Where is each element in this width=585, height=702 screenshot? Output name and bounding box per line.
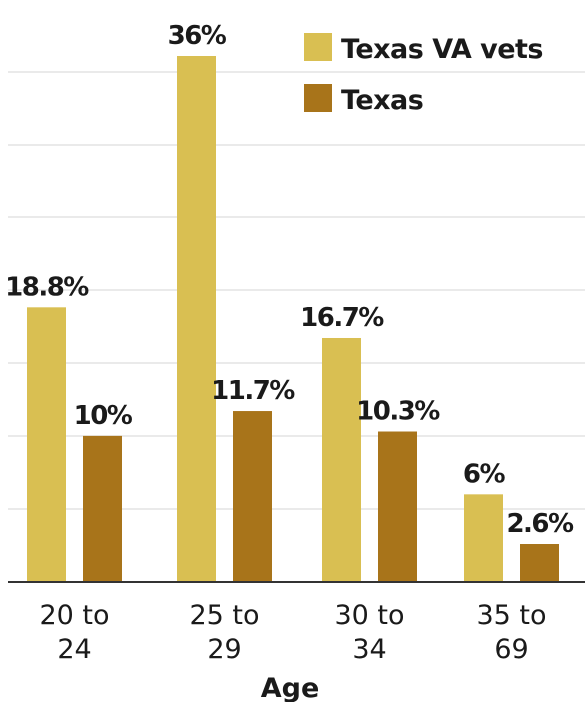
data-label: 10.3% xyxy=(356,397,440,427)
data-label: 10% xyxy=(74,401,133,431)
bar-texas-2 xyxy=(378,431,417,582)
x-tick-label: 29 xyxy=(207,634,241,665)
bar-va-vets-1 xyxy=(177,56,216,582)
data-label: 36% xyxy=(168,21,227,51)
bars xyxy=(27,56,559,582)
bar-va-vets-0 xyxy=(27,307,66,582)
data-labels: 18.8% 36% 16.7% 6% 10% 11.7% 10.3% 2.6% xyxy=(5,21,575,539)
x-tick-label: 34 xyxy=(352,634,386,665)
data-label: 2.6% xyxy=(506,509,574,539)
x-tick-label: 20 to xyxy=(39,600,109,631)
bar-texas-0 xyxy=(83,435,122,582)
x-tick-label: 25 to xyxy=(189,600,259,631)
data-label: 18.8% xyxy=(5,272,89,302)
data-label: 11.7% xyxy=(211,376,295,406)
bar-texas-3 xyxy=(520,544,559,582)
legend-swatch xyxy=(304,84,332,112)
x-tick-label: 24 xyxy=(57,634,91,665)
legend-swatch xyxy=(304,33,332,61)
x-tick-label: 30 to xyxy=(334,600,404,631)
x-tick-label: 35 to xyxy=(476,600,546,631)
legend: Texas VA vets Texas xyxy=(304,33,544,116)
x-tick-label: 69 xyxy=(494,634,528,665)
x-axis-title: Age xyxy=(261,673,320,702)
bar-va-vets-2 xyxy=(322,337,361,582)
data-label: 16.7% xyxy=(300,303,384,333)
bar-va-vets-3 xyxy=(464,494,503,582)
legend-label: Texas VA vets xyxy=(341,34,543,65)
legend-label: Texas xyxy=(341,85,423,116)
data-label: 6% xyxy=(463,459,506,489)
bar-texas-1 xyxy=(233,411,272,582)
